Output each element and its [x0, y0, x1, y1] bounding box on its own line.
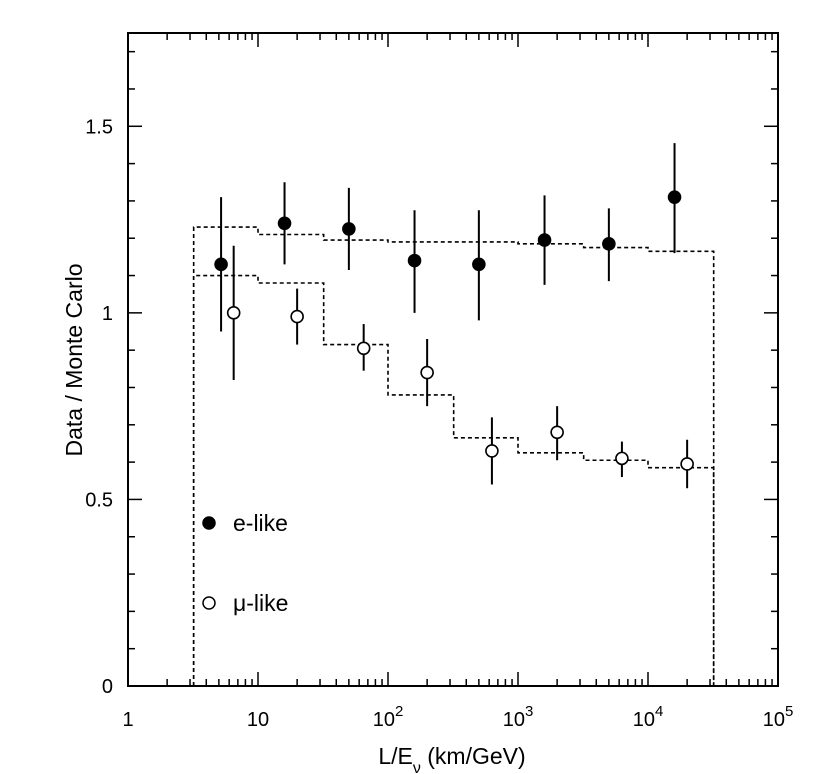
data-point-series-1	[680, 457, 694, 471]
data-point-series-0	[342, 222, 356, 236]
x-tick-label: 103	[503, 703, 534, 731]
x-tick-label-exponent: 5	[785, 703, 793, 720]
x-tick-label: 10	[247, 709, 269, 731]
x-tick-label-base: 1	[122, 709, 133, 731]
expectation-line-0	[192, 226, 715, 686]
data-point-series-1	[485, 444, 499, 458]
legend-marker-e-like	[202, 516, 216, 530]
x-tick-label-base: 10	[633, 709, 655, 731]
legend-label-mu-like: μ-like	[233, 590, 288, 616]
x-axis-label-unit: (km/GeV)	[421, 743, 526, 769]
x-tick-label-exponent: 3	[525, 703, 533, 720]
x-tick-label: 105	[763, 703, 794, 731]
legend-marker-mu-like	[202, 596, 216, 610]
x-axis-label-sub: ν	[413, 760, 421, 774]
data-point-series-0	[214, 257, 228, 272]
data-point-series-1	[550, 425, 564, 440]
axis-ticks	[128, 33, 778, 686]
legend-label-e-like: e-like	[233, 510, 288, 536]
x-tick-label: 1	[122, 709, 133, 731]
y-tick-label: 1	[102, 303, 113, 325]
data-point-series-0	[667, 190, 682, 204]
data-point-series-1	[615, 451, 629, 466]
y-axis-label: Data / Monte Carlo	[61, 263, 87, 456]
y-tick-label: 0.5	[85, 489, 113, 511]
data-point-series-0	[537, 233, 552, 247]
data-point-series-1	[290, 309, 304, 324]
x-tick-label: 104	[633, 703, 664, 731]
x-tick-label: 102	[373, 703, 404, 731]
x-tick-label-base: 10	[247, 709, 269, 731]
x-tick-label-exponent: 2	[395, 703, 403, 720]
data-point-series-1	[420, 365, 434, 380]
x-tick-label-base: 10	[503, 709, 525, 731]
data-point-series-0	[407, 253, 422, 268]
x-tick-label-base: 10	[763, 709, 785, 731]
data-point-series-0	[602, 237, 616, 251]
data-points	[214, 143, 694, 489]
data-point-series-1	[226, 306, 241, 320]
x-tick-label-base: 10	[373, 709, 395, 731]
x-tick-label-exponent: 4	[655, 703, 663, 720]
expectation-line-1	[192, 274, 715, 686]
data-point-series-1	[356, 341, 371, 356]
y-tick-label: 0	[102, 676, 113, 698]
plot-frame	[127, 32, 779, 687]
x-axis-label-main: L/E	[378, 743, 413, 769]
x-axis-label: L/Eν (km/GeV)	[378, 743, 525, 774]
data-point-series-0	[277, 216, 292, 231]
legend: e-like μ-like	[202, 510, 288, 616]
expectation-lines	[192, 226, 715, 686]
data-point-series-0	[472, 257, 486, 272]
y-tick-label: 1.5	[85, 116, 113, 138]
